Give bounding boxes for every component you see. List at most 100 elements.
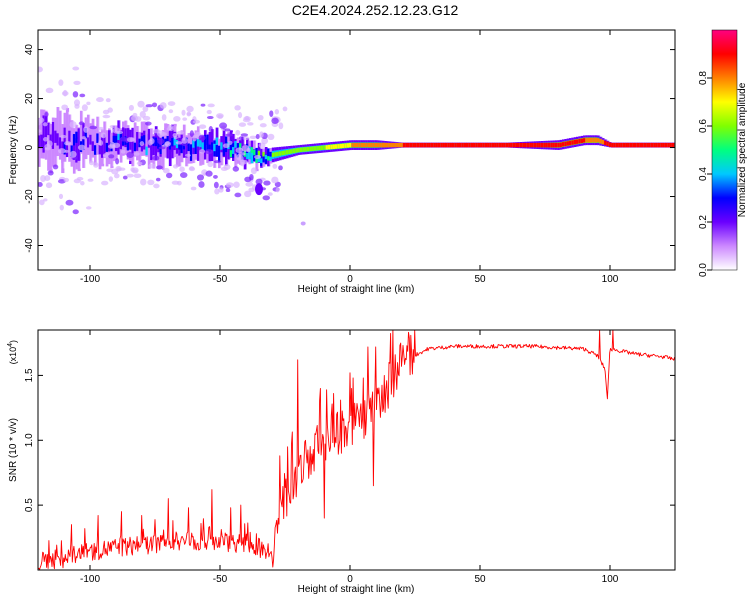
colorbar-tick-label: 0.8 [698,71,709,85]
y-tick-label: 40 [24,44,35,56]
spectrogram-cell [250,150,254,164]
x-tick-label: -100 [80,274,100,285]
spectrogram-speckle [119,136,128,142]
chart-title: C2E4.2024.252.12.23.G12 [291,2,459,18]
spectrogram-speckle [147,179,155,186]
spectrogram-cell [147,134,151,169]
spectrogram-cell [196,144,201,161]
spectrogram-cell [557,142,561,148]
colorbar-ticks: 0.0 0.2 0.4 0.6 0.8 [698,71,712,277]
spectrogram-cell [636,142,641,148]
spectrogram-cell [508,142,512,148]
spectrogram-speckle [161,114,167,121]
spectrogram-speckle [254,155,262,159]
spectrogram-cell [365,142,369,148]
snr-y-ticks: 0.5 1.0 1.5 [24,368,675,512]
spectrogram-speckle [58,79,64,86]
spectrogram-cell [349,142,353,148]
spectrogram-speckle [60,134,67,139]
spectrogram-speckle [189,166,195,171]
spectrogram-speckle [225,182,234,188]
spectrogram-speckle [44,175,51,182]
spectrogram-frame [37,29,676,271]
spectrogram-speckle [98,126,104,131]
spectrogram-cell [510,142,514,148]
spectrogram-cell [229,150,233,158]
spectrogram-speckle [72,209,79,215]
spectrogram-speckle [120,149,126,154]
spectrogram-speckle [192,134,197,142]
spectrogram-cell [641,142,645,148]
spectrogram-speckle [182,117,188,121]
spectrogram-speckle [139,111,146,118]
spectrogram-speckle [262,195,270,201]
snr-background [38,330,675,570]
spectrogram-speckle [63,177,70,183]
spectrogram-cell [257,150,261,156]
spectrogram-cell [480,142,484,148]
x-tick-label: 0 [347,574,353,585]
spectrogram-speckle [173,135,178,140]
spectrogram-speckle [255,134,260,140]
spectrogram-cell [447,142,451,148]
spectrogram-cell [360,142,364,148]
spectrogram-cell [131,127,135,147]
spectrogram-panel: -100 -50 0 50 100 -40 -20 0 20 40 Height of stra… [8,29,676,295]
spectrogram-cell [297,147,301,153]
spectrogram-speckle [300,221,306,226]
spectrogram-cell [470,142,474,148]
spectrogram-speckle [234,192,242,198]
spectrogram-cell [255,147,259,160]
spectrogram-speckle [96,97,104,103]
spectrogram-cell [484,142,488,148]
spectrogram-cell [608,142,612,147]
spectrogram-cell [72,134,77,160]
spectrogram-cell [203,142,208,151]
spectrogram-speckle [196,174,205,181]
spectrogram-speckle [217,114,223,119]
spectrogram-speckle [271,117,279,124]
spectrogram-cell [334,144,339,149]
spectrogram-cell [337,144,341,149]
spectrogram-cell [299,147,304,153]
spectrogram-cell [444,142,449,148]
spectrogram-cell [496,142,500,148]
spectrogram-speckle [176,180,182,186]
spectrogram-speckle [200,103,206,107]
spectrogram-speckle [132,112,138,118]
spectrogram-cell [283,150,287,155]
spectrogram-cell [138,139,142,159]
spectrogram-cell [269,156,273,161]
spectrogram-speckle [282,106,288,112]
spectrogram-cell [381,142,385,148]
spectrogram-cell [325,145,329,150]
spectrogram-cell [292,148,297,154]
spectrogram-cell [157,140,161,149]
y-tick-label: 0 [24,144,35,150]
spectrogram-speckle [88,160,95,166]
spectrogram-cell [281,150,285,156]
spectrogram-cell [91,141,95,152]
spectrogram-cell [206,137,210,145]
spectrogram-cell [538,142,542,148]
spectrogram-speckle [267,133,275,140]
x-tick-label: 100 [602,274,619,285]
spectrogram-cell [370,142,374,148]
spectrogram-cell [622,142,626,148]
spectrogram-cell [267,156,271,161]
colorbar-label: Normalized spectral amplitude [737,82,748,217]
spectrogram-cell [84,136,88,160]
spectrogram-speckle [46,140,53,148]
snr-y-label: SNR (10 * v/v) [8,418,19,482]
spectrogram-speckle [225,188,231,193]
spectrogram-speckle [232,166,240,172]
spectrogram-cell [627,142,631,148]
spectrogram-cell [662,142,666,148]
spectrogram-cell [318,145,322,151]
spectrogram-cell [643,142,648,148]
spectrogram-cell [430,142,435,148]
spectrogram-cell [108,131,112,152]
spectrogram-speckle [271,176,279,184]
spectrogram-speckle [234,105,241,111]
spectrogram-cell [564,141,568,147]
